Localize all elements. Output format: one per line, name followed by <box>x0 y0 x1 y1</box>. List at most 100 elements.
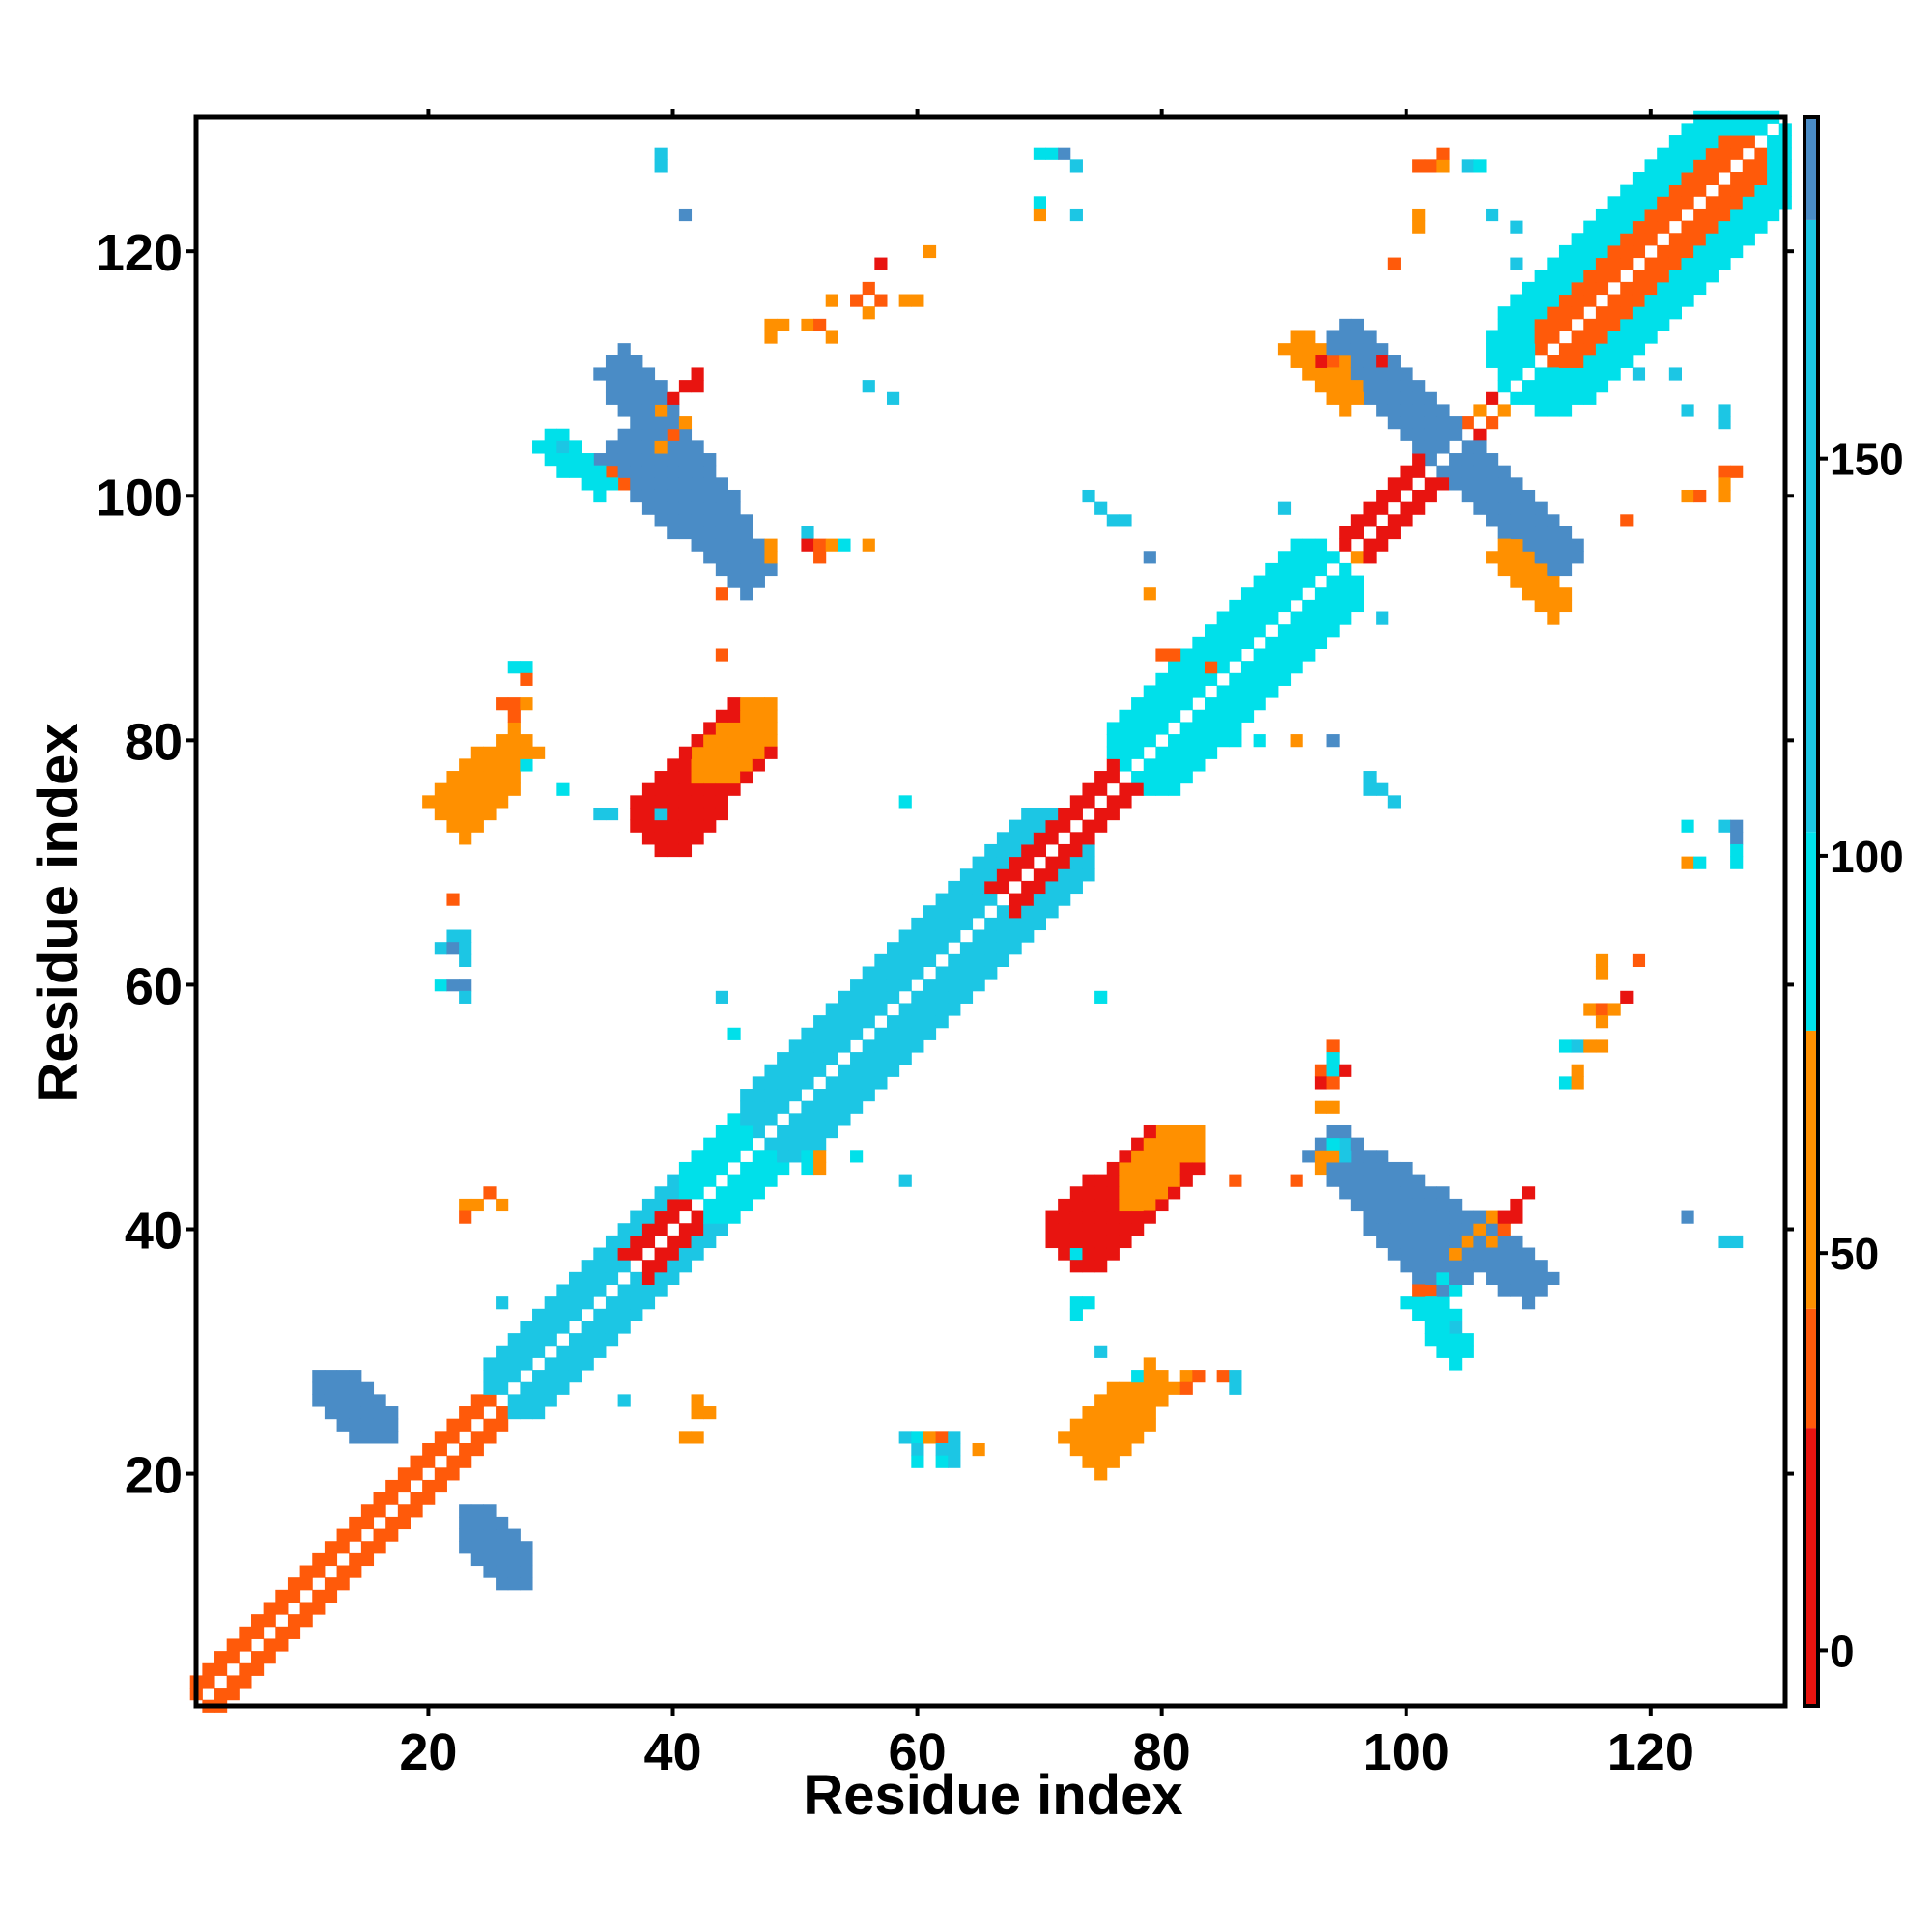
heatmap-cell <box>1143 1406 1156 1420</box>
heatmap-cell <box>1436 1308 1450 1321</box>
heatmap-cell <box>360 1381 375 1395</box>
heatmap-cell <box>727 1210 741 1224</box>
heatmap-cell <box>1620 306 1634 320</box>
heatmap-cell <box>1119 1394 1132 1407</box>
heatmap-cell <box>397 1479 411 1493</box>
heatmap-cell <box>923 1003 937 1016</box>
heatmap-cell <box>1192 1161 1206 1176</box>
heatmap-cell <box>1094 501 1108 515</box>
heatmap-cell <box>434 782 447 796</box>
heatmap-cell <box>1143 1137 1156 1151</box>
heatmap-cell <box>850 1003 864 1016</box>
heatmap-cell <box>349 1565 362 1578</box>
heatmap-cell <box>1326 367 1340 381</box>
heatmap-cell <box>1547 1271 1560 1285</box>
heatmap-cell <box>691 440 704 454</box>
heatmap-cell <box>1155 1137 1169 1151</box>
heatmap-cell <box>740 746 753 759</box>
heatmap-cell <box>1082 1210 1095 1224</box>
heatmap-cell <box>1204 661 1218 674</box>
heatmap-cell <box>496 1296 509 1310</box>
heatmap-cell <box>1143 1174 1156 1187</box>
heatmap-cell <box>1302 343 1316 356</box>
heatmap-cell <box>935 1015 949 1029</box>
heatmap-cell <box>703 1210 717 1224</box>
heatmap-cell <box>1705 123 1719 136</box>
heatmap-cell <box>703 795 717 809</box>
heatmap-cell <box>1632 220 1646 234</box>
heatmap-cell <box>1192 1370 1206 1383</box>
heatmap-cell <box>1229 709 1242 723</box>
heatmap-cell <box>1069 1235 1083 1249</box>
heatmap-cell <box>667 819 680 833</box>
heatmap-cell <box>1168 746 1181 759</box>
heatmap-cell <box>1607 220 1621 234</box>
heatmap-cell <box>1486 208 1499 222</box>
heatmap-cell <box>667 1186 680 1200</box>
colorbar-tick-label: 100 <box>1830 832 1904 882</box>
heatmap-cell <box>1400 404 1413 417</box>
heatmap-cell <box>1412 1198 1426 1212</box>
heatmap-cell <box>641 1235 656 1249</box>
heatmap-cell <box>1143 697 1156 711</box>
heatmap-cell <box>1657 294 1670 307</box>
heatmap-cell <box>740 551 753 564</box>
heatmap-cell <box>1326 1064 1340 1077</box>
heatmap-cell <box>1009 905 1022 919</box>
colorbar-band <box>1804 219 1818 833</box>
heatmap-cell <box>1069 208 1083 222</box>
heatmap-cell <box>581 1357 594 1371</box>
heatmap-cell <box>703 501 717 515</box>
heatmap-cell <box>263 1638 276 1652</box>
heatmap-cell <box>1387 1161 1401 1176</box>
heatmap-cell <box>605 355 619 368</box>
heatmap-cell <box>678 380 693 393</box>
heatmap-cell <box>1155 722 1169 735</box>
heatmap-cell <box>1497 404 1511 417</box>
heatmap-cell <box>1473 1235 1487 1249</box>
heatmap-cell <box>1607 233 1621 246</box>
heatmap-cell <box>1094 1235 1108 1249</box>
heatmap-cell <box>691 1223 704 1236</box>
heatmap-cell <box>1595 1039 1609 1053</box>
heatmap-cell <box>617 1284 631 1297</box>
heatmap-cell <box>935 1455 949 1468</box>
heatmap-cell <box>1082 1223 1095 1236</box>
heatmap-cell <box>1376 343 1389 356</box>
heatmap-cell <box>1497 477 1511 491</box>
heatmap-cell <box>250 1651 265 1664</box>
heatmap-cell <box>1290 648 1303 662</box>
heatmap-cell <box>1400 1247 1413 1261</box>
heatmap-cell <box>1277 636 1292 649</box>
heatmap-cell <box>483 807 497 821</box>
heatmap-cell <box>923 953 937 967</box>
heatmap-cell <box>1253 697 1266 711</box>
heatmap-cell <box>360 1406 375 1420</box>
heatmap-cell <box>250 1626 265 1639</box>
heatmap-cell <box>1302 611 1316 625</box>
heatmap-cell <box>1705 171 1719 185</box>
heatmap-cell <box>1326 624 1340 638</box>
heatmap-cell <box>630 1235 643 1249</box>
heatmap-cell <box>459 929 472 943</box>
heatmap-cell <box>470 771 484 784</box>
heatmap-cell <box>1363 1186 1377 1200</box>
heatmap-cell <box>1350 355 1364 368</box>
heatmap-cell <box>1583 233 1597 246</box>
heatmap-cell <box>1326 1100 1340 1114</box>
heatmap-cell <box>1657 257 1670 270</box>
heatmap-cell <box>691 489 704 503</box>
heatmap-cell <box>959 953 974 967</box>
heatmap-cell <box>1240 624 1255 638</box>
heatmap-cell <box>1119 722 1132 735</box>
heatmap-cell <box>727 709 741 723</box>
heatmap-cell <box>1473 1260 1487 1273</box>
heatmap-cell <box>434 1479 447 1493</box>
heatmap-cell <box>1302 648 1316 662</box>
heatmap-cell <box>813 1150 827 1163</box>
heatmap-cell <box>1082 1431 1095 1444</box>
heatmap-cell <box>556 440 570 454</box>
heatmap-cell <box>1376 1150 1389 1163</box>
heatmap-cell <box>1021 807 1035 821</box>
heatmap-cell <box>1082 795 1095 809</box>
